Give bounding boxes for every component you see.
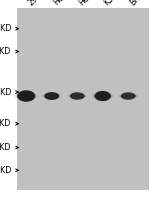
Ellipse shape [94,91,111,101]
Ellipse shape [15,93,38,99]
Bar [17,8,148,190]
Ellipse shape [119,94,138,98]
Ellipse shape [121,92,136,100]
Text: 120KD: 120KD [0,24,11,33]
Ellipse shape [42,94,61,98]
Text: 293: 293 [26,0,43,7]
Ellipse shape [70,92,85,100]
Text: 90KD: 90KD [0,47,11,56]
Ellipse shape [17,90,35,102]
Ellipse shape [68,94,87,98]
Text: Brain: Brain [128,0,149,7]
Ellipse shape [44,92,59,100]
Text: K562: K562 [103,0,123,7]
Text: HepG2: HepG2 [52,0,76,7]
Text: 50KD: 50KD [0,88,11,97]
Text: 25KD: 25KD [0,143,11,152]
Ellipse shape [92,93,113,99]
Text: 20KD: 20KD [0,166,11,175]
Text: 35KD: 35KD [0,119,11,128]
Text: Hela: Hela [77,0,96,7]
